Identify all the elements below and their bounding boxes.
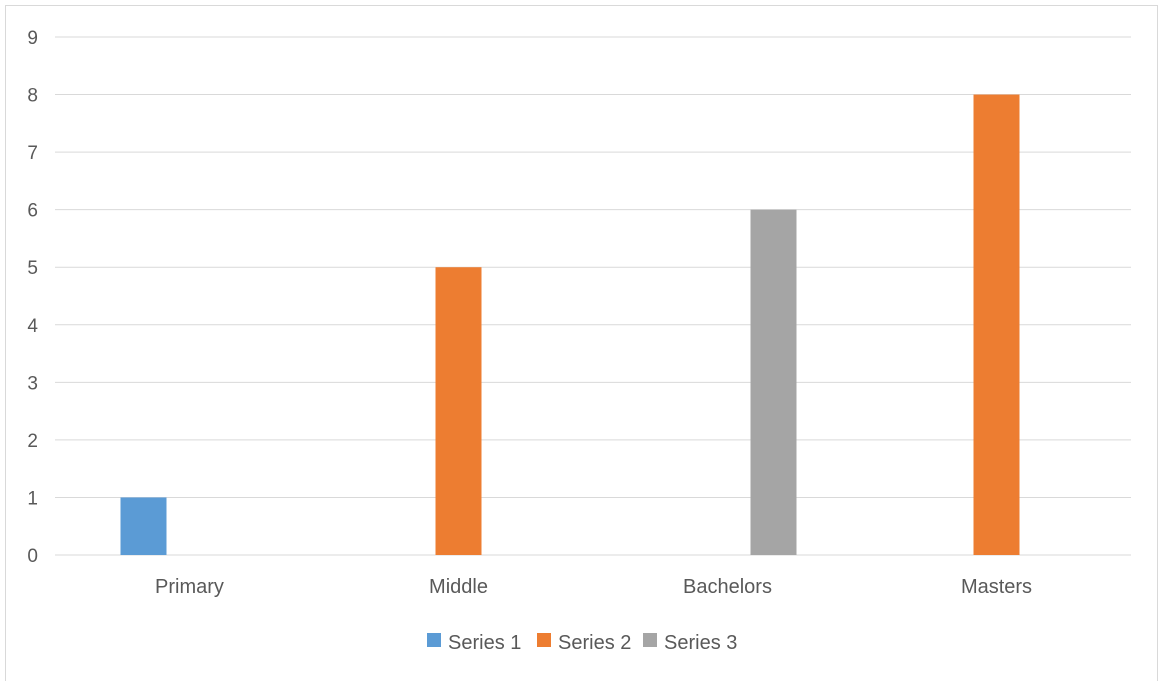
y-tick-label: 7 <box>27 143 38 164</box>
bar-series-3 <box>750 209 797 555</box>
legend-label: Series 1 <box>448 632 521 654</box>
chart-frame <box>5 5 1158 681</box>
y-tick-label: 0 <box>27 546 38 567</box>
legend-swatch <box>427 633 441 647</box>
legend-swatch <box>537 633 551 647</box>
bar-series-1 <box>120 497 167 555</box>
y-tick-label: 3 <box>27 373 38 394</box>
y-tick-label: 1 <box>27 488 38 509</box>
y-tick-label: 2 <box>27 431 38 452</box>
x-category-label: Bachelors <box>683 576 772 598</box>
legend-swatch <box>643 633 657 647</box>
bar-series-2 <box>973 94 1020 556</box>
legend-label: Series 3 <box>664 632 737 654</box>
y-axis-ticks: 0 1 2 3 4 5 6 7 8 9 <box>27 28 38 567</box>
y-tick-label: 6 <box>27 201 38 222</box>
gridlines <box>55 36 1131 556</box>
legend: Series 1 Series 2 Series 3 <box>427 632 737 654</box>
bar-series-2 <box>435 267 482 555</box>
bars <box>120 94 1020 556</box>
y-tick-label: 5 <box>27 258 38 279</box>
y-tick-label: 4 <box>27 316 38 337</box>
x-category-label: Primary <box>155 576 224 598</box>
x-category-label: Masters <box>961 576 1032 598</box>
x-category-label: Middle <box>429 576 488 598</box>
y-tick-label: 9 <box>27 28 38 49</box>
y-tick-label: 8 <box>27 86 38 107</box>
x-axis-categories: Primary Middle Bachelors Masters <box>155 576 1032 598</box>
legend-label: Series 2 <box>558 632 631 654</box>
